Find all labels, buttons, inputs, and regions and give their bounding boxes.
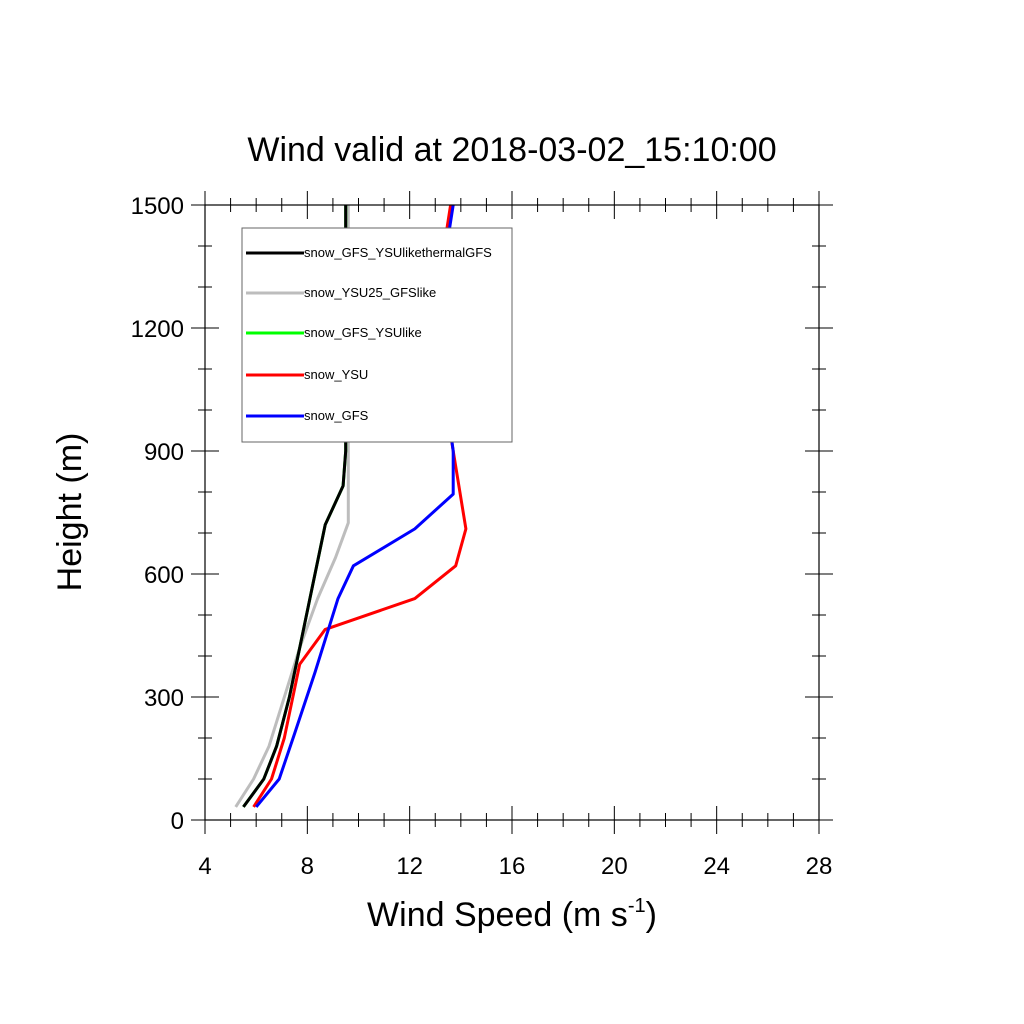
chart-title: Wind valid at 2018-03-02_15:10:00 (247, 131, 776, 169)
legend-box (241, 227, 513, 443)
legend-label: snow_GFS_YSUlikethermalGFS (304, 245, 492, 260)
y-tick-label: 300 (144, 685, 184, 712)
x-tick-label: 4 (198, 853, 211, 880)
x-axis-label-main: Wind Speed (m s (367, 896, 628, 934)
axis-tick-labels: 4 8 12 16 20 24 28 0 300 600 900 1200 1500 (131, 193, 833, 880)
x-tick-label: 20 (601, 853, 628, 880)
x-tick-label: 16 (499, 853, 526, 880)
legend: snow_GFS_YSUlikethermalGFS snow_YSU25_GFS… (241, 227, 513, 443)
x-tick-label: 12 (396, 853, 423, 880)
legend-label: snow_GFS (304, 408, 369, 423)
legend-label: snow_YSU25_GFSlike (304, 285, 436, 300)
legend-entries: snow_GFS_YSUlikethermalGFS snow_YSU25_GFS… (246, 245, 492, 423)
y-tick-label: 1200 (131, 316, 184, 343)
y-axis-label: Height (m) (51, 433, 89, 592)
legend-entry: snow_GFS (246, 408, 369, 423)
axis-ticks (191, 191, 833, 834)
legend-entry: snow_GFS_YSUlike (246, 325, 422, 340)
plot-frame (204, 204, 820, 821)
legend-label: snow_YSU (304, 367, 368, 382)
x-tick-label: 24 (703, 853, 730, 880)
y-tick-label: 600 (144, 562, 184, 589)
x-tick-label: 8 (301, 853, 314, 880)
legend-entry: snow_GFS_YSUlikethermalGFS (246, 245, 492, 260)
y-tick-label: 900 (144, 439, 184, 466)
legend-label: snow_GFS_YSUlike (304, 325, 422, 340)
legend-entry: snow_YSU (246, 367, 368, 382)
x-axis-label: Wind Speed (m s-1) (367, 895, 657, 934)
y-tick-label: 1500 (131, 193, 184, 220)
x-axis-label-suffix: ) (646, 896, 657, 934)
y-tick-label: 0 (171, 808, 184, 835)
x-axis-label-superscript: -1 (628, 895, 646, 917)
legend-entry: snow_YSU25_GFSlike (246, 285, 436, 300)
x-tick-label: 28 (806, 853, 833, 880)
